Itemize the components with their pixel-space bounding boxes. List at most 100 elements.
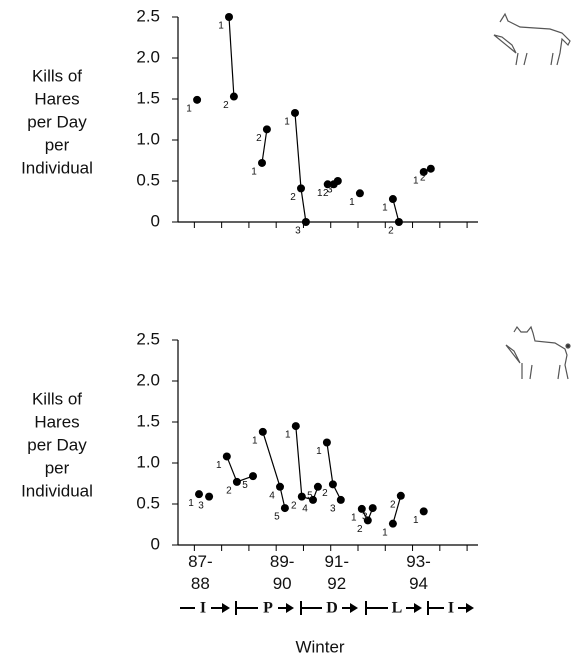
y-tick-label: 2.0	[136, 370, 160, 389]
x-tick-label: 87-88	[188, 552, 213, 593]
data-point	[313, 482, 322, 491]
point-label: 2	[322, 488, 328, 499]
connector-line	[392, 495, 402, 524]
data-point	[333, 177, 342, 185]
y-axis-title: per Day	[27, 112, 87, 131]
point-label: 1	[413, 515, 419, 526]
data-point	[232, 477, 241, 486]
data-point	[249, 472, 257, 481]
phase-row	[180, 601, 474, 615]
point-label: 2	[291, 500, 297, 511]
data-point	[225, 13, 233, 21]
phase-labels: I P D L I	[200, 600, 454, 617]
connector-line	[261, 129, 268, 164]
point-label: 5	[307, 490, 313, 501]
data-point	[426, 164, 435, 173]
connector-line	[295, 426, 319, 501]
point-label: 2	[226, 486, 232, 497]
data-point	[276, 482, 284, 491]
data-point	[297, 492, 306, 501]
connector-line	[228, 16, 235, 97]
data-point	[297, 184, 305, 193]
point-label: 1	[252, 435, 258, 446]
x-tick-label: 93-94	[406, 552, 431, 593]
y-tick-label: 1.0	[136, 452, 160, 471]
data-point	[355, 189, 364, 198]
y-axis-title: Hares	[34, 412, 79, 431]
lynx-icon	[505, 325, 571, 380]
y-axis-title: per	[45, 458, 70, 477]
point-label: 3	[330, 504, 336, 515]
wolf-icon	[493, 12, 571, 66]
point-label: 1	[316, 446, 322, 457]
y-axis-title: Kills of	[32, 66, 82, 85]
point-label: 1	[186, 103, 192, 114]
y-axis-title: Kills of	[32, 389, 82, 408]
y-tick-label: 0	[151, 211, 160, 230]
phase-label: L	[392, 600, 403, 617]
data-point	[222, 452, 231, 461]
y-axis-title: per	[45, 135, 70, 154]
data-point	[291, 108, 299, 117]
y-axis-title: per Day	[27, 435, 87, 454]
point-label: 3	[327, 185, 333, 196]
point-label: 1	[382, 203, 388, 214]
point-label: 1	[188, 498, 194, 509]
y-tick-label: 2.5	[136, 6, 160, 25]
connector-line	[294, 112, 307, 223]
data-point	[280, 504, 289, 513]
phase-label: D	[326, 600, 338, 617]
point-label: 1	[251, 167, 257, 178]
data-point	[396, 491, 405, 500]
point-label: 2	[357, 524, 363, 535]
data-point	[336, 495, 345, 504]
data-point	[291, 422, 300, 431]
point-label: 4	[269, 490, 275, 501]
y-axis-title: Individual	[21, 481, 93, 500]
point-label: 3	[362, 512, 368, 523]
point-label: 2	[256, 133, 262, 144]
data-point	[388, 195, 397, 204]
point-label: 2	[223, 100, 229, 111]
y-tick-label: 1.5	[136, 411, 160, 430]
x-axis-title: Winter	[295, 637, 344, 656]
point-label: 1	[218, 21, 224, 32]
point-label: 3	[295, 226, 301, 237]
y-tick-label: 2.0	[136, 47, 160, 66]
y-tick-label: 1.0	[136, 129, 160, 148]
point-label: 2	[290, 192, 296, 203]
data-point	[229, 92, 238, 101]
point-label: 3	[198, 500, 204, 511]
x-tick-label: 89-90	[270, 552, 295, 593]
data-point	[357, 504, 366, 513]
phase-label: I	[448, 600, 454, 617]
y-axis-title: Individual	[21, 158, 93, 177]
point-label: 4	[302, 504, 308, 515]
point-label: 1	[216, 460, 222, 471]
y-axis-title: Hares	[34, 89, 79, 108]
point-label: 2	[390, 499, 396, 510]
data-point	[322, 438, 331, 447]
x-tick-label: 91-92	[324, 552, 349, 593]
point-label: 1	[317, 188, 323, 199]
data-point	[309, 495, 317, 504]
data-point	[258, 427, 267, 436]
data-point	[195, 490, 203, 499]
point-label: 5	[274, 512, 280, 523]
phase-label: I	[200, 600, 206, 617]
data-point	[323, 180, 332, 189]
point-label: 1	[285, 430, 291, 441]
data-point	[262, 125, 271, 134]
point-label: 1	[413, 176, 419, 187]
point-label: 1	[349, 197, 355, 208]
y-tick-label: 0.5	[136, 170, 160, 189]
connector-line	[326, 442, 342, 501]
y-tick-label: 0	[151, 534, 160, 553]
point-label: 2	[323, 188, 329, 199]
y-tick-label: 0.5	[136, 493, 160, 512]
data-point	[368, 504, 377, 513]
y-tick-label: 2.5	[136, 329, 160, 348]
point-label: 1	[284, 117, 290, 128]
data-point	[394, 218, 403, 226]
